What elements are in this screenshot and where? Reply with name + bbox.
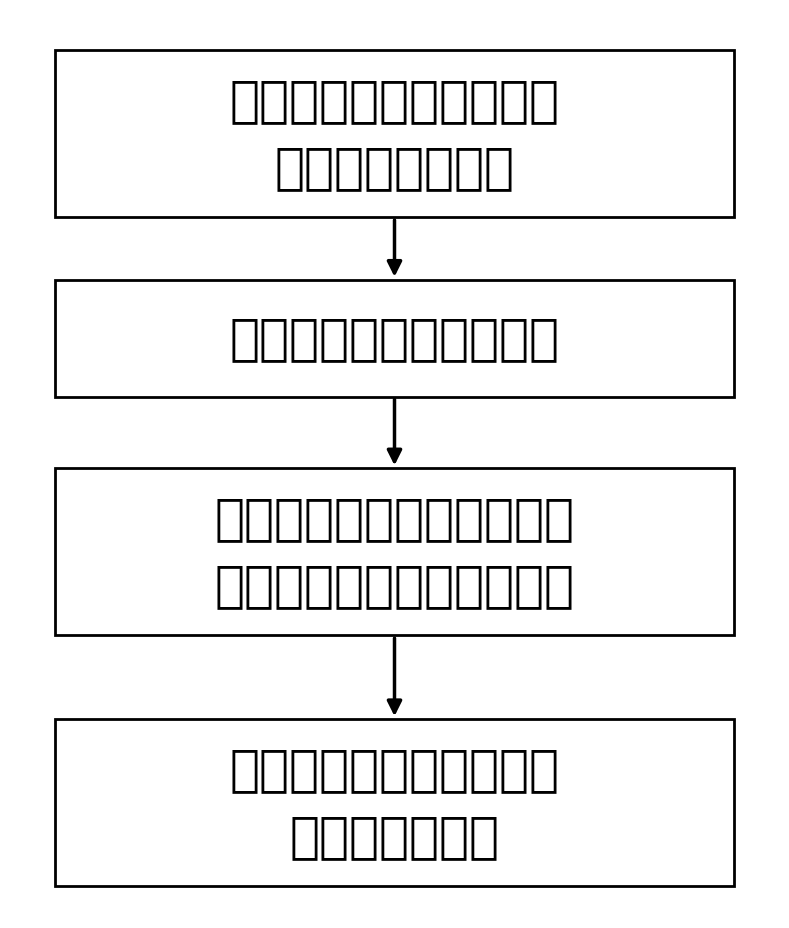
Text: 选择道砟电阻解析表达式: 选择道砟电阻解析表达式 [230, 315, 559, 363]
Bar [55, 469, 734, 636]
Text: 获得无绝缘轨道电路主轨
道长度和衰减因子: 获得无绝缘轨道电路主轨 道长度和衰减因子 [230, 77, 559, 192]
Bar [55, 719, 734, 886]
Text: 根据所述的主轨道长度和衰
减因子计算得到道砟电阻值: 根据所述的主轨道长度和衰 减因子计算得到道砟电阻值 [215, 495, 574, 610]
Bar [55, 280, 734, 397]
Bar [55, 51, 734, 218]
Text: 将所述道砟电阻值发送至
地面监测客户端: 将所述道砟电阻值发送至 地面监测客户端 [230, 745, 559, 860]
